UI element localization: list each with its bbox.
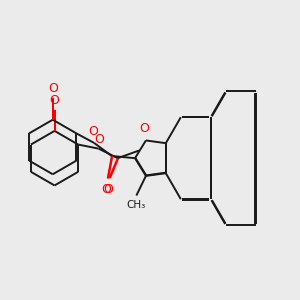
Text: O: O bbox=[88, 125, 98, 138]
Text: O: O bbox=[140, 122, 149, 135]
Text: O: O bbox=[103, 183, 113, 196]
Text: O: O bbox=[94, 134, 104, 146]
Text: O: O bbox=[48, 82, 58, 94]
Text: O: O bbox=[101, 183, 111, 196]
Text: O: O bbox=[50, 94, 59, 107]
Text: CH₃: CH₃ bbox=[127, 200, 146, 210]
